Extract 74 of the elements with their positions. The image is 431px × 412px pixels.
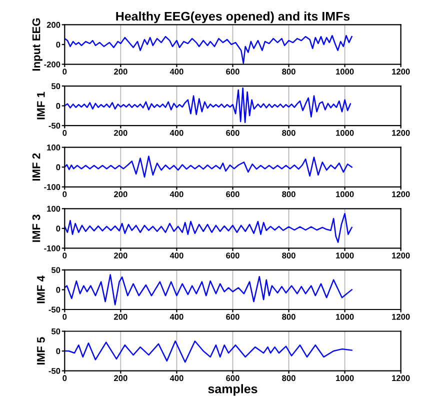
x-tick-label: 800 [282, 191, 296, 198]
x-tick-label: 1200 [392, 252, 410, 258]
x-tick-label: 0 [62, 130, 67, 136]
x-tick-label: 200 [114, 68, 128, 75]
line-series [64, 87, 352, 124]
y-tick-label: -200 [44, 61, 60, 68]
x-tick-label: 1000 [336, 191, 354, 198]
y-tick-label: 50 [51, 267, 60, 274]
x-tick-label: 800 [282, 375, 296, 382]
y-tick-label: 0 [56, 164, 60, 170]
x-tick-label: 200 [114, 314, 128, 320]
x-tick-label: 600 [226, 252, 240, 258]
line-series [64, 340, 352, 363]
x-tick-label: 1000 [336, 375, 354, 382]
y-axis-title: IMF 2 [32, 153, 40, 181]
x-tick-label: 0 [62, 375, 67, 382]
line-series [64, 212, 352, 243]
y-tick-label: 0 [56, 348, 60, 354]
x-tick-label: 600 [226, 130, 240, 136]
x-tick-label: 1200 [392, 314, 410, 320]
y-tick-label: 50 [51, 328, 60, 334]
y-tick-label: 200 [46, 22, 60, 28]
y-axis-title: IMF 4 [37, 276, 45, 304]
x-tick-label: 400 [170, 375, 184, 382]
x-tick-label: 0 [62, 68, 67, 75]
x-tick-label: 200 [114, 191, 128, 198]
y-tick-label: 100 [47, 144, 60, 150]
x-tick-label: 1200 [392, 130, 410, 136]
x-tick-label: 400 [170, 191, 184, 198]
x-tick-label: 800 [282, 252, 296, 258]
y-tick-label: -50 [48, 306, 60, 313]
y-tick-label: -50 [48, 122, 60, 129]
x-tick-label: 400 [170, 314, 184, 320]
x-tick-label: 800 [282, 130, 296, 136]
x-tick-label: 800 [282, 68, 296, 75]
y-axis-title: IMF 3 [32, 214, 40, 242]
y-axis-title: Input EEG [32, 18, 42, 71]
y-tick-label: 0 [56, 286, 60, 293]
x-tick-label: 0 [62, 252, 67, 258]
x-tick-label: 600 [226, 375, 240, 382]
x-tick-label: 600 [226, 191, 240, 198]
x-tick-label: 1200 [392, 191, 410, 198]
x-tick-label: 0 [62, 191, 67, 198]
y-tick-label: 100 [47, 206, 60, 212]
x-tick-label: 200 [114, 375, 128, 382]
line-series [64, 274, 352, 306]
line-series [64, 156, 352, 178]
y-tick-label: 0 [56, 103, 60, 109]
x-axis-title: samples [208, 384, 258, 396]
y-tick-label: -50 [48, 368, 60, 374]
x-tick-label: 1000 [336, 68, 354, 75]
x-tick-label: 0 [62, 314, 67, 320]
x-tick-label: 1000 [336, 314, 354, 320]
y-tick-label: 0 [56, 226, 60, 232]
x-tick-label: 400 [170, 130, 184, 136]
chart-title: Healthy EEG(eyes opened) and its IMFs [116, 11, 350, 24]
x-tick-label: 1000 [336, 252, 354, 258]
x-tick-label: 800 [282, 314, 296, 320]
x-tick-label: 1000 [336, 130, 354, 136]
x-tick-label: 400 [170, 252, 184, 258]
y-tick-label: 0 [56, 42, 60, 48]
y-tick-label: -100 [44, 184, 60, 190]
x-tick-label: 600 [226, 68, 240, 75]
x-tick-label: 200 [114, 252, 128, 258]
y-tick-label: -100 [44, 245, 60, 252]
x-tick-label: 200 [114, 130, 128, 136]
x-tick-label: 400 [170, 68, 184, 75]
y-axis-title: IMF 5 [37, 337, 45, 364]
y-tick-label: 50 [51, 83, 60, 90]
x-tick-label: 1200 [392, 375, 410, 382]
y-axis-title: IMF 1 [37, 92, 45, 120]
x-tick-label: 600 [226, 314, 240, 320]
line-series [64, 34, 352, 64]
x-tick-label: 1200 [392, 68, 410, 75]
